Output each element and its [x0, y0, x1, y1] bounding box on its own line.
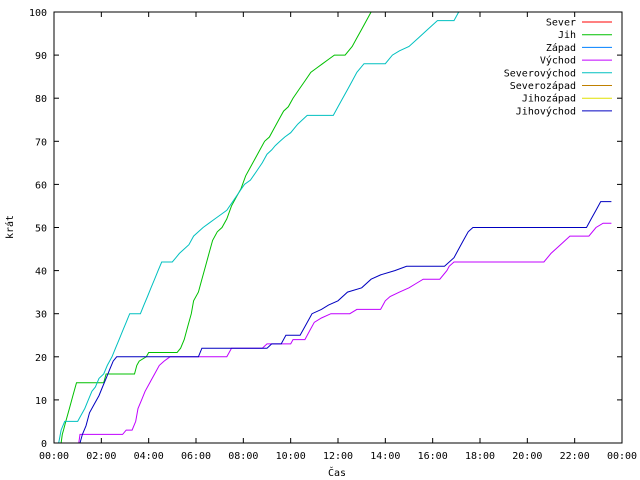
legend-entry-label: Západ [546, 42, 576, 54]
y-tick-label: 10 [35, 396, 47, 407]
y-tick-label: 60 [35, 180, 47, 191]
legend-entry-label: Jihozápad [522, 93, 576, 105]
x-tick-label: 14:00 [370, 451, 400, 462]
x-tick-label: 20:00 [512, 451, 542, 462]
y-axis-label: krát [4, 215, 16, 239]
series-layer [58, 11, 612, 444]
x-tick-label: 00:00 [39, 451, 69, 462]
legend-entry-label: Sever [546, 18, 576, 29]
x-tick-label: 22:00 [560, 451, 590, 462]
plot-frame [53, 11, 623, 444]
y-tick-label: 90 [35, 51, 47, 62]
x-tick-label: 04:00 [134, 451, 164, 462]
legend: SeverJihZápadVýchodSeverovýchodSeverozáp… [504, 18, 612, 117]
x-tick-label: 18:00 [465, 451, 495, 462]
legend-entry-label: Východ [540, 55, 576, 67]
x-tick-label: 00:00 [607, 451, 637, 462]
legend-entry-label: Jih [558, 30, 576, 41]
series-line-jih [60, 11, 372, 444]
y-tick-label: 40 [35, 267, 47, 278]
tick-layer: 0 10 20 30 40 50 60 70 80 90 100 00:00 02:00 04:00 06:… [29, 8, 637, 462]
y-tick-label: 30 [35, 310, 47, 321]
x-axis-label: Čas [328, 466, 346, 479]
y-tick-label: 80 [35, 94, 47, 105]
y-tick-label: 70 [35, 137, 47, 148]
x-tick-label: 06:00 [181, 451, 211, 462]
legend-entry-label: Severozápad [510, 80, 576, 92]
legend-entry-label: Jihovýchod [516, 105, 576, 117]
x-tick-label: 10:00 [276, 451, 306, 462]
series-line-jihovýchod [79, 201, 612, 444]
y-tick-label: 50 [35, 224, 47, 235]
series-line-severovýchod [58, 11, 460, 444]
y-tick-label: 20 [35, 353, 47, 364]
y-tick-label: 100 [29, 8, 47, 19]
legend-entry-label: Severovýchod [504, 67, 576, 79]
y-tick-label: 0 [41, 439, 47, 450]
x-tick-label: 16:00 [418, 451, 448, 462]
x-tick-label: 08:00 [228, 451, 258, 462]
series-line-východ [78, 222, 612, 444]
x-tick-label: 12:00 [323, 451, 353, 462]
x-tick-label: 02:00 [86, 451, 116, 462]
